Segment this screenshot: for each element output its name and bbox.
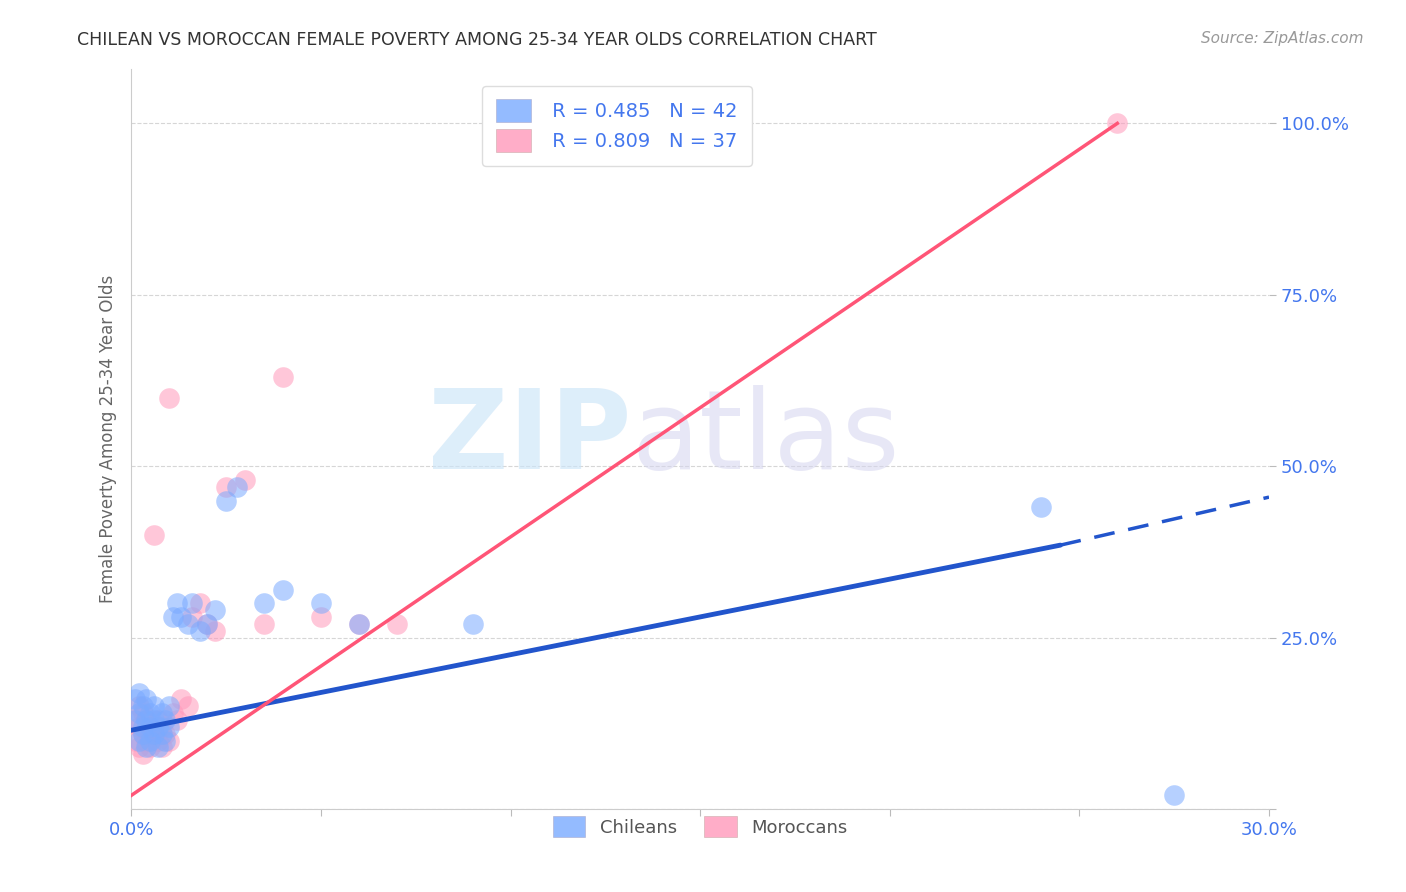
Point — [1031, 500, 1053, 515]
Point — [128, 706, 150, 720]
Point — [204, 624, 226, 638]
Point — [157, 720, 180, 734]
Point — [155, 733, 177, 747]
Point — [128, 733, 150, 747]
Point — [157, 733, 180, 747]
Point — [181, 596, 204, 610]
Point — [146, 713, 169, 727]
Point — [139, 733, 162, 747]
Point — [135, 713, 157, 727]
Point — [177, 617, 200, 632]
Y-axis label: Female Poverty Among 25-34 Year Olds: Female Poverty Among 25-34 Year Olds — [100, 275, 117, 603]
Point — [131, 747, 153, 762]
Point — [1163, 789, 1185, 803]
Point — [150, 727, 173, 741]
Point — [124, 713, 146, 727]
Point — [128, 720, 150, 734]
Point — [271, 370, 294, 384]
Point — [253, 617, 276, 632]
Point — [461, 617, 484, 632]
Point — [166, 596, 188, 610]
Point — [124, 692, 146, 706]
Point — [157, 391, 180, 405]
Point — [124, 733, 146, 747]
Point — [195, 617, 218, 632]
Point — [155, 727, 177, 741]
Point — [204, 603, 226, 617]
Point — [169, 610, 191, 624]
Point — [131, 706, 153, 720]
Point — [215, 493, 238, 508]
Point — [128, 685, 150, 699]
Point — [135, 713, 157, 727]
Point — [150, 720, 173, 734]
Point — [128, 699, 150, 714]
Point — [131, 720, 153, 734]
Point — [271, 582, 294, 597]
Point — [139, 720, 162, 734]
Point — [188, 596, 211, 610]
Point — [143, 528, 166, 542]
Point — [146, 720, 169, 734]
Point — [162, 706, 184, 720]
Text: atlas: atlas — [631, 385, 900, 492]
Point — [169, 692, 191, 706]
Point — [131, 727, 153, 741]
Point — [233, 473, 256, 487]
Point — [143, 713, 166, 727]
Point — [135, 692, 157, 706]
Point — [385, 617, 408, 632]
Point — [143, 699, 166, 714]
Point — [135, 740, 157, 755]
Text: ZIP: ZIP — [429, 385, 631, 492]
Point — [188, 624, 211, 638]
Point — [135, 733, 157, 747]
Point — [195, 617, 218, 632]
Legend: Chileans, Moroccans: Chileans, Moroccans — [546, 809, 855, 845]
Point — [226, 480, 249, 494]
Point — [128, 740, 150, 755]
Point — [162, 610, 184, 624]
Point — [139, 720, 162, 734]
Text: CHILEAN VS MOROCCAN FEMALE POVERTY AMONG 25-34 YEAR OLDS CORRELATION CHART: CHILEAN VS MOROCCAN FEMALE POVERTY AMONG… — [77, 31, 877, 49]
Point — [150, 740, 173, 755]
Point — [253, 596, 276, 610]
Point — [139, 740, 162, 755]
Point — [146, 733, 169, 747]
Point — [309, 596, 332, 610]
Point — [347, 617, 370, 632]
Point — [309, 610, 332, 624]
Point — [166, 713, 188, 727]
Point — [143, 727, 166, 741]
Point — [155, 713, 177, 727]
Point — [181, 610, 204, 624]
Text: Source: ZipAtlas.com: Source: ZipAtlas.com — [1201, 31, 1364, 46]
Point — [215, 480, 238, 494]
Point — [124, 713, 146, 727]
Point — [347, 617, 370, 632]
Point — [150, 706, 173, 720]
Point — [131, 699, 153, 714]
Point — [1107, 116, 1129, 130]
Point — [131, 727, 153, 741]
Point — [177, 699, 200, 714]
Point — [139, 706, 162, 720]
Point — [146, 740, 169, 755]
Point — [157, 699, 180, 714]
Point — [143, 727, 166, 741]
